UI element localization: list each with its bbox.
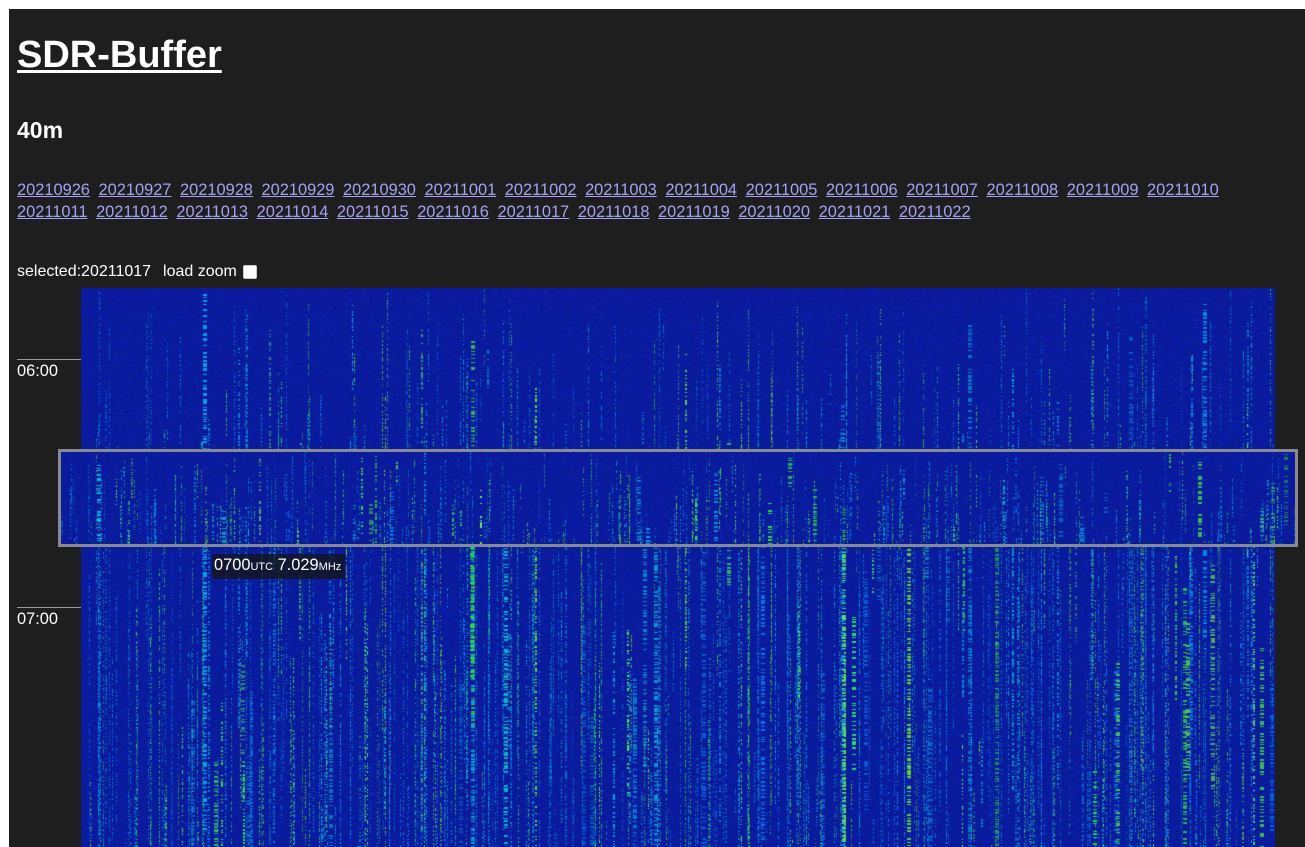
date-link[interactable]: 20211012 [96, 203, 168, 221]
date-link[interactable]: 20211017 [497, 203, 570, 221]
date-list: 20210926 20210927 20210928 20210929 2021… [17, 179, 1287, 223]
date-link[interactable]: 20211022 [898, 203, 971, 221]
cursor-freq: 7.029 [277, 556, 319, 574]
cursor-time-unit: UTC [250, 561, 274, 573]
date-link[interactable]: 20211008 [986, 181, 1059, 199]
date-link[interactable]: 20211019 [658, 203, 730, 221]
cursor-time: 0700 [214, 556, 251, 574]
date-link[interactable]: 20211009 [1066, 181, 1139, 199]
date-link[interactable]: 20211003 [585, 181, 657, 199]
date-link[interactable]: 20211010 [1147, 181, 1219, 199]
time-label-0600: 06:00 [17, 359, 81, 380]
band-title: 40m [17, 117, 64, 143]
waterfall-spectrogram[interactable] [81, 288, 1275, 847]
date-link[interactable]: 20211005 [745, 181, 818, 199]
zoom-strip[interactable] [58, 449, 1298, 547]
date-link[interactable]: 20211001 [424, 181, 497, 199]
date-link[interactable]: 20211011 [17, 203, 88, 221]
date-link[interactable]: 20211021 [818, 203, 891, 221]
cursor-readout: 0700UTC 7.029MHz [212, 554, 346, 579]
zoom-canvas[interactable] [61, 452, 1295, 544]
time-label-0700: 07:00 [17, 607, 81, 628]
date-link[interactable]: 20211014 [256, 203, 329, 221]
load-zoom-label: load zoom [163, 263, 237, 280]
date-link[interactable]: 20210926 [17, 181, 90, 199]
page: SDR-Buffer 40m 20210926 20210927 2021092… [9, 9, 1305, 847]
date-link[interactable]: 20211018 [577, 203, 650, 221]
date-link[interactable]: 20211020 [738, 203, 811, 221]
date-link[interactable]: 20211016 [417, 203, 489, 221]
app-title-link[interactable]: SDR-Buffer [17, 34, 222, 76]
date-link[interactable]: 20211007 [906, 181, 978, 199]
date-link[interactable]: 20211004 [665, 181, 738, 199]
date-link[interactable]: 20210930 [343, 181, 416, 199]
controls-bar: selected:20211017 load zoom [17, 262, 257, 282]
date-link[interactable]: 20211002 [504, 181, 577, 199]
selected-date-text: selected:20211017 [17, 263, 152, 280]
cursor-freq-unit: MHz [318, 561, 342, 573]
date-link[interactable]: 20211006 [825, 181, 898, 199]
date-link[interactable]: 20211015 [336, 203, 409, 221]
date-link[interactable]: 20210927 [98, 181, 172, 199]
date-link[interactable]: 20210929 [261, 181, 335, 199]
date-link[interactable]: 20211013 [176, 203, 249, 221]
load-zoom-checkbox[interactable] [242, 265, 257, 279]
date-link[interactable]: 20210928 [180, 181, 253, 199]
